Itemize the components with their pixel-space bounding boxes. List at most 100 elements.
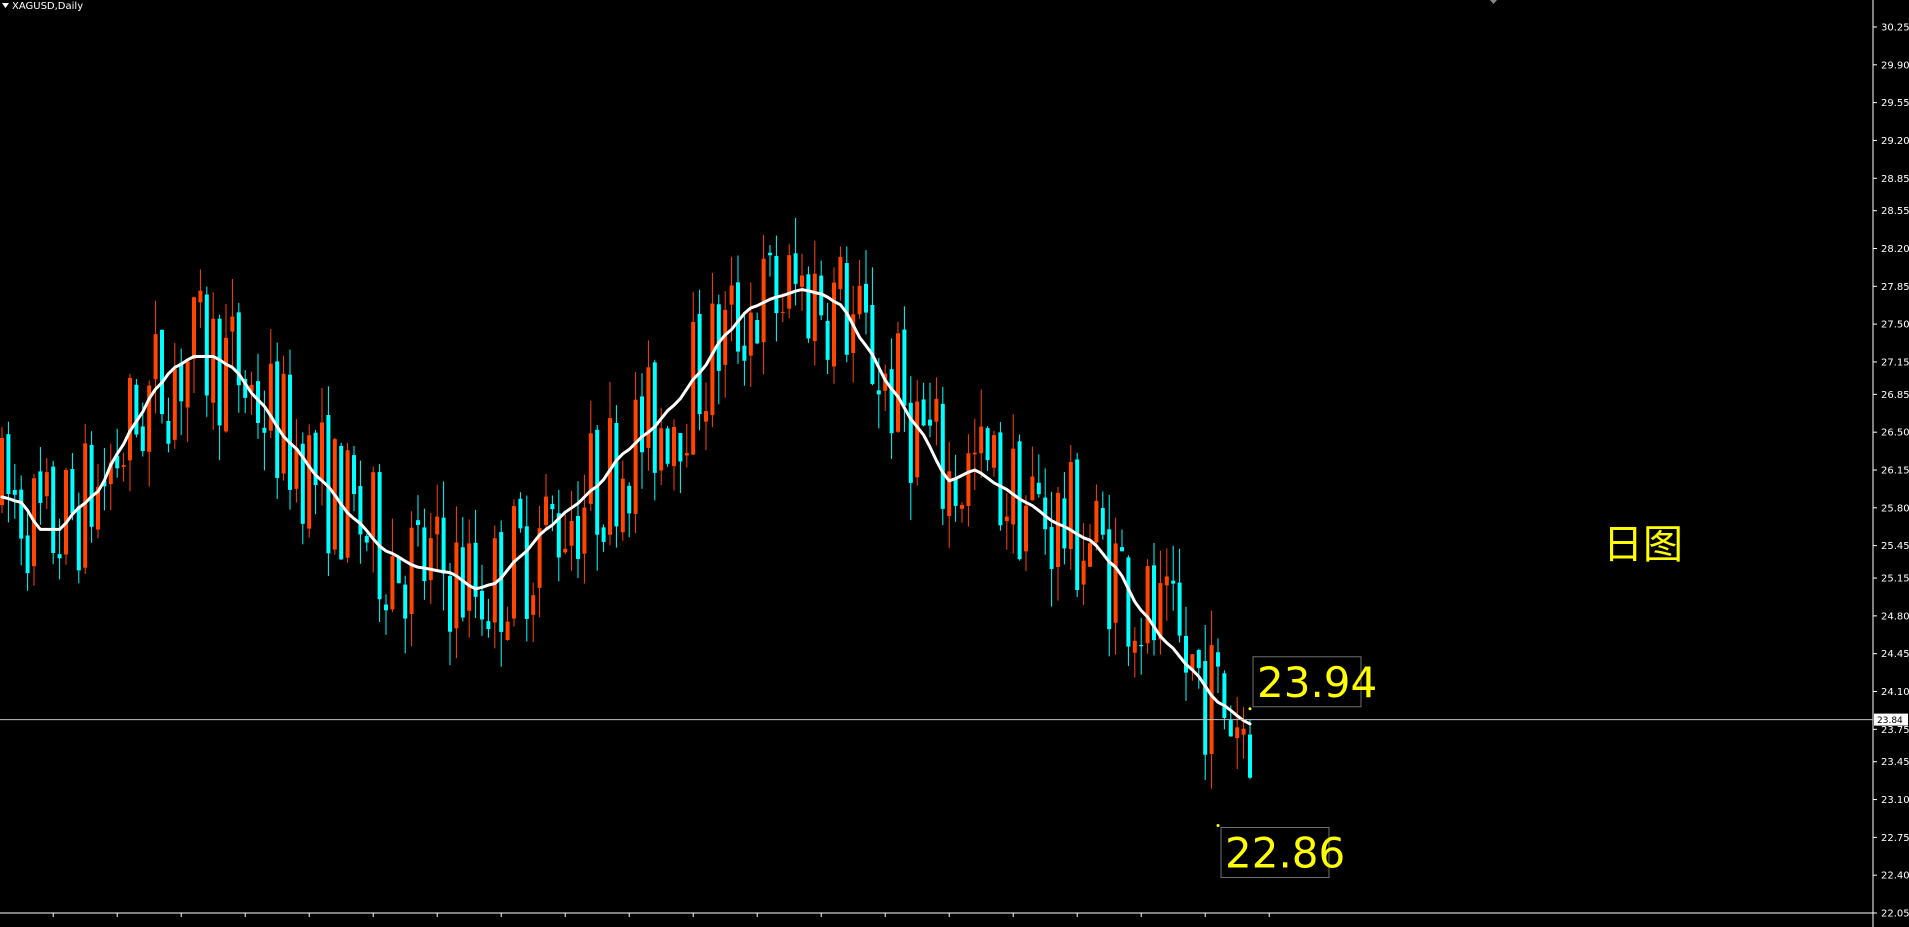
candle-body [1088,543,1092,567]
candle-body [147,385,152,452]
candle-body [83,443,88,568]
candle [934,377,939,446]
candle-body [236,312,241,386]
candle [217,314,222,461]
candle-body [422,527,427,582]
candle-body [448,575,452,632]
annotations: 23.94 22.86 [1216,656,1377,878]
candle-body [896,333,900,432]
candle-body [243,379,248,398]
price-tick-label: 25.80 [1881,503,1909,514]
candle [518,492,523,533]
candle [524,495,529,642]
candle-body [684,452,689,456]
candle [595,425,600,571]
candle-body [115,455,120,469]
timeframe-note: 日图 [1603,522,1683,568]
candle-body [678,433,683,462]
candle [108,443,113,511]
candle [390,518,395,613]
candle [70,453,75,521]
candle [627,482,632,538]
candle-body [652,362,657,473]
candle-body [761,258,766,343]
candle [1184,606,1188,701]
candle [96,463,100,539]
candle [1094,484,1099,551]
candle-body [1030,476,1035,501]
candle [736,255,740,364]
candle [89,431,94,543]
candle [153,300,158,414]
candle [275,342,280,500]
candle [633,372,638,534]
price-tick-label: 22.75 [1881,833,1909,844]
annotation-label: 22.86 [1225,828,1345,877]
candle [422,508,427,600]
candle-body [633,399,638,514]
candle [499,520,504,667]
candle-body [1126,557,1131,647]
candle [352,445,356,512]
candle [1171,545,1176,611]
candle-body [70,468,75,513]
candle-body [428,538,433,581]
shift-marker-icon[interactable] [1490,0,1497,4]
candle-body [300,443,305,524]
candle-body [185,361,190,408]
candle [480,564,484,636]
candle-body [1068,461,1073,549]
candle-body [102,480,107,487]
candle-body [934,398,939,422]
candle-body [19,489,24,539]
candle [1177,548,1182,643]
candle [505,606,510,641]
candle [1036,454,1041,498]
candle-body [6,434,11,495]
candle [940,386,945,526]
candle [780,293,785,323]
price-tick-label: 22.40 [1881,871,1909,882]
candle-body [966,453,971,507]
candle-body [358,486,363,535]
candle [723,291,728,398]
candle [928,382,932,438]
candle-body [985,428,990,461]
candle-body [121,465,126,467]
price-tick-label: 28.20 [1881,244,1909,255]
candle-body [1164,576,1169,586]
candle-body [697,314,702,415]
candle [1164,548,1169,621]
candle [787,243,792,319]
candle-body [780,311,785,313]
candle [620,460,625,541]
candle [1126,555,1131,667]
candle-body [1241,728,1246,735]
candle-body [601,527,606,542]
candle-body [704,411,708,422]
candle [268,329,273,439]
candle-body [1113,543,1118,623]
candle-body [838,256,843,290]
candle-body [275,361,280,478]
dropdown-triangle-icon[interactable] [2,3,9,8]
candle [6,421,11,523]
candle [1235,697,1240,770]
candle-body [1235,727,1240,739]
candle [768,244,772,277]
candle-body [409,527,414,615]
candle-body [326,415,331,554]
candle [211,292,216,430]
candle-body [665,428,670,464]
candle-body [403,584,408,619]
candle-body [25,535,30,574]
candle [979,389,984,478]
candle-body [723,309,728,365]
candle [294,419,299,503]
candle [800,253,804,311]
candle-body [992,435,996,468]
candle-body [774,255,779,314]
candle-body [620,478,625,533]
candle-body [1158,583,1163,640]
candle [838,246,843,301]
